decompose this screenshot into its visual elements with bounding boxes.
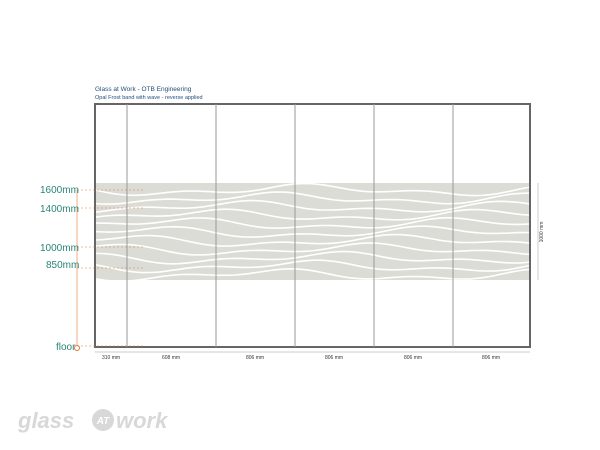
panel-dividers — [126, 104, 454, 347]
height-label: 1000mm — [40, 243, 79, 254]
width-label: 806 mm — [482, 355, 500, 361]
logo-circle — [92, 409, 114, 431]
height-label: 1400mm — [40, 204, 79, 215]
floor-marker — [74, 345, 80, 351]
width-label: 608 mm — [162, 355, 180, 361]
logo-text: glass — [17, 408, 74, 433]
wave-line — [95, 217, 531, 229]
width-label: 806 mm — [404, 355, 422, 361]
wave-line — [94, 182, 531, 197]
width-label: 806 mm — [246, 355, 264, 361]
frame — [94, 103, 531, 348]
wave-line — [94, 259, 531, 274]
wave-line — [94, 233, 531, 247]
title: Glass at Work - OTB Engineering — [95, 86, 192, 93]
logo: glass AT work — [17, 408, 169, 433]
wave-lines — [94, 182, 531, 283]
logo-text: AT — [96, 416, 110, 427]
logo-text: work — [116, 408, 169, 433]
height-label: 1600mm — [40, 185, 79, 196]
width-label: 806 mm — [325, 355, 343, 361]
wave-line — [94, 250, 531, 265]
wave-line — [94, 191, 530, 205]
height-label: 850mm — [46, 260, 79, 271]
wave-line — [94, 242, 531, 256]
band-height-label: 1000 mm — [539, 222, 545, 243]
wave-line — [94, 199, 531, 213]
wave-line — [94, 208, 531, 221]
dimension-line — [95, 183, 539, 353]
height-guides — [76, 189, 145, 347]
floor-label: floor — [56, 342, 76, 353]
wave-line — [94, 225, 530, 238]
subtitle: Opal Frost band with wave - reverse appl… — [95, 95, 203, 101]
wave-line — [94, 267, 531, 283]
width-label: 310 mm — [102, 355, 120, 361]
